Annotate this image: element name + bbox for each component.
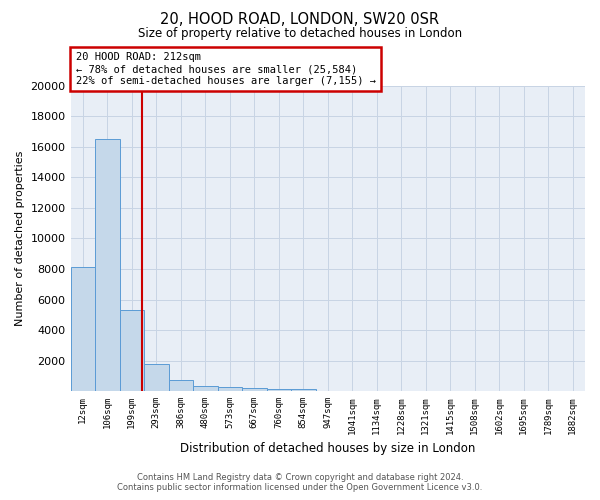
Bar — [291, 389, 316, 391]
Bar — [71, 268, 95, 391]
Bar — [242, 388, 266, 391]
Bar — [119, 310, 144, 391]
Bar — [218, 387, 242, 391]
X-axis label: Distribution of detached houses by size in London: Distribution of detached houses by size … — [180, 442, 475, 455]
Bar — [169, 380, 193, 391]
Bar — [193, 386, 218, 391]
Text: 20 HOOD ROAD: 212sqm
← 78% of detached houses are smaller (25,584)
22% of semi-d: 20 HOOD ROAD: 212sqm ← 78% of detached h… — [76, 52, 376, 86]
Text: 20, HOOD ROAD, LONDON, SW20 0SR: 20, HOOD ROAD, LONDON, SW20 0SR — [160, 12, 440, 28]
Bar — [144, 364, 169, 391]
Bar — [266, 388, 291, 391]
Bar — [95, 139, 119, 391]
Text: Contains HM Land Registry data © Crown copyright and database right 2024.
Contai: Contains HM Land Registry data © Crown c… — [118, 473, 482, 492]
Y-axis label: Number of detached properties: Number of detached properties — [15, 151, 25, 326]
Text: Size of property relative to detached houses in London: Size of property relative to detached ho… — [138, 28, 462, 40]
